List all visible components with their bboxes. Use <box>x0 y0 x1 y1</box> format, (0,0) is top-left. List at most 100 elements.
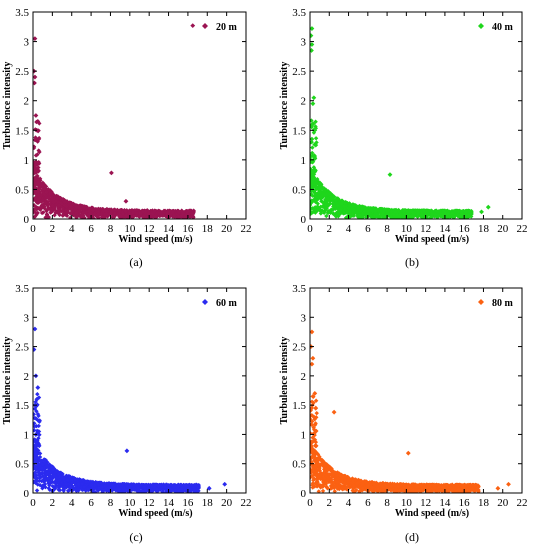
data-point <box>86 486 91 492</box>
y-tick-label: 1.5 <box>292 125 306 137</box>
data-point <box>38 199 43 204</box>
data-point <box>425 209 431 214</box>
data-point <box>36 159 41 165</box>
data-point <box>105 212 110 217</box>
data-point <box>314 484 320 489</box>
data-point <box>177 215 182 219</box>
data-point <box>189 211 195 216</box>
data-point <box>310 209 313 214</box>
data-point <box>73 213 78 218</box>
data-point <box>37 121 42 126</box>
data-point <box>33 153 39 158</box>
data-point <box>327 191 333 196</box>
data-point <box>40 196 45 201</box>
data-point <box>88 479 94 484</box>
data-point <box>54 210 59 215</box>
data-point <box>352 203 358 208</box>
data-point <box>33 180 38 186</box>
outlier-point <box>123 198 129 204</box>
data-point <box>179 489 185 493</box>
data-point <box>339 198 345 204</box>
data-point <box>36 448 41 453</box>
data-point <box>35 200 40 205</box>
data-point <box>54 198 59 204</box>
data-point <box>467 208 472 214</box>
data-point <box>83 479 89 484</box>
data-point <box>445 215 451 219</box>
data-point <box>42 206 47 211</box>
data-point <box>33 421 37 426</box>
data-point <box>318 211 324 216</box>
data-point <box>187 214 192 219</box>
y-tick-label: 2.5 <box>292 66 306 78</box>
x-tick-label: 4 <box>69 223 75 235</box>
data-point <box>37 419 42 424</box>
data-point <box>36 470 41 475</box>
data-point <box>43 184 49 189</box>
data-point <box>176 210 182 215</box>
data-point <box>347 201 352 206</box>
data-point <box>71 201 76 207</box>
data-point <box>421 208 426 213</box>
data-point <box>67 485 73 490</box>
x-tick-label: 14 <box>163 223 175 235</box>
data-point <box>52 207 58 213</box>
data-point <box>106 488 111 493</box>
x-tick-label: 4 <box>346 223 352 235</box>
data-point <box>409 208 414 214</box>
x-tick-label: 8 <box>108 223 114 235</box>
x-tick-label: 14 <box>439 223 451 235</box>
data-point <box>357 212 362 218</box>
x-tick-label: 6 <box>365 223 371 235</box>
outlier-point <box>485 204 491 210</box>
data-point <box>37 186 42 192</box>
data-point <box>36 165 41 170</box>
data-point <box>64 207 69 213</box>
data-point <box>101 215 107 219</box>
data-point <box>196 488 201 493</box>
data-point <box>33 437 37 442</box>
outlier-point <box>310 48 314 53</box>
y-tick-label: 2.5 <box>15 66 29 78</box>
data-point <box>57 195 63 201</box>
data-point <box>181 211 186 216</box>
data-point <box>38 207 43 212</box>
data-point <box>184 483 189 489</box>
data-point <box>380 212 385 218</box>
data-point <box>33 475 38 480</box>
panel-caption: (c) <box>129 530 142 544</box>
data-point <box>33 169 37 174</box>
outlier-point <box>310 136 315 142</box>
data-point <box>192 482 197 488</box>
data-point <box>359 209 365 215</box>
data-point <box>362 209 368 214</box>
data-point <box>74 488 79 493</box>
data-point <box>37 464 43 469</box>
data-point <box>189 482 194 488</box>
data-point <box>433 212 438 217</box>
data-point <box>320 488 326 493</box>
data-point <box>57 212 62 217</box>
data-point <box>324 205 329 211</box>
data-point <box>164 212 169 217</box>
data-point <box>335 203 340 208</box>
y-tick-label: 2 <box>24 371 30 383</box>
data-point <box>63 485 69 490</box>
data-point <box>313 210 318 215</box>
data-point <box>79 213 85 218</box>
data-point <box>33 463 37 469</box>
data-point <box>310 145 315 150</box>
data-point <box>82 484 87 490</box>
data-point <box>33 189 38 194</box>
data-point <box>57 478 63 483</box>
data-point <box>310 180 313 185</box>
data-point <box>41 201 47 207</box>
data-point <box>46 486 52 491</box>
data-point <box>33 196 37 202</box>
data-point <box>312 182 318 188</box>
data-point <box>186 208 192 214</box>
data-point <box>122 489 127 493</box>
data-point <box>123 213 129 218</box>
x-tick-label: 12 <box>144 223 155 235</box>
data-point <box>33 203 37 208</box>
